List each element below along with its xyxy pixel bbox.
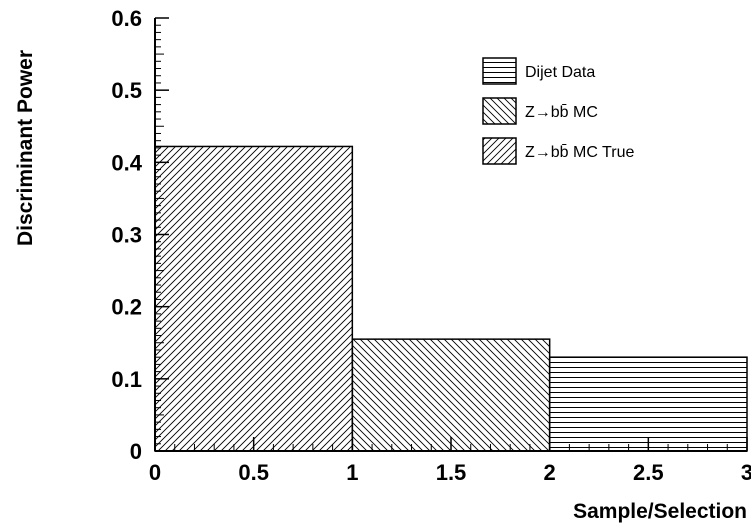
x-tick-label: 1.5 (436, 460, 467, 485)
y-axis-title: Discriminant Power (14, 50, 37, 246)
x-tick-label: 2.5 (633, 460, 664, 485)
legend: Dijet Data Z→bb̄ MC Z→bb̄ MC True (482, 57, 634, 165)
legend-swatch (482, 137, 517, 165)
labels-layer: 0 0.5 1 1.5 2 2.5 3 0 0.1 0.2 0.3 0.4 0.5 0.6 (111, 6, 751, 485)
bar-2 (154, 145, 354, 452)
x-tick-label: 0 (149, 460, 161, 485)
legend-swatch (482, 57, 517, 85)
y-tick-label: 0.2 (111, 295, 142, 320)
y-tick-label: 0.4 (111, 150, 142, 175)
legend-label: Z→bb̄ MC True (525, 144, 634, 161)
legend-swatch (482, 97, 517, 125)
y-tick-label: 0.1 (111, 367, 142, 392)
x-tick-label: 3 (741, 460, 751, 485)
bars-layer (154, 145, 748, 452)
x-tick-label: 1 (346, 460, 358, 485)
y-tick-label: 0.3 (111, 223, 142, 248)
x-axis-title: Sample/Selection (573, 500, 747, 523)
legend-label: Z→bb̄ MC (525, 104, 598, 121)
y-tick-label: 0.6 (111, 6, 142, 31)
x-tick-label: 2 (544, 460, 556, 485)
y-tick-label: 0 (130, 439, 142, 464)
bar-1 (351, 338, 551, 452)
x-tick-label: 0.5 (238, 460, 269, 485)
bar-0 (548, 356, 748, 452)
y-tick-label: 0.5 (111, 78, 142, 103)
legend-label: Dijet Data (525, 64, 595, 81)
ticks-layer (154, 17, 748, 452)
